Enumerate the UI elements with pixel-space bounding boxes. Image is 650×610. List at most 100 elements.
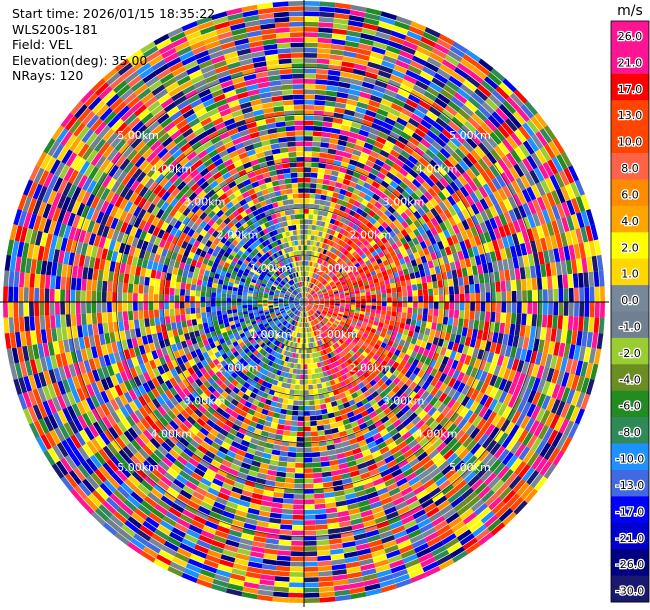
gate-cell (568, 287, 574, 302)
gate-cell (292, 230, 297, 236)
gate-cell (353, 284, 359, 289)
gate-cell (76, 313, 82, 326)
gate-cell (319, 152, 328, 159)
gate-cell (293, 105, 304, 110)
gate-cell (231, 294, 237, 299)
gate-cell (371, 205, 379, 214)
gate-cell (432, 155, 444, 166)
gate-cell (367, 263, 373, 269)
gate-cell (349, 159, 358, 167)
gate-cell (174, 70, 189, 82)
gate-cell (107, 312, 113, 323)
gate-cell (226, 293, 232, 299)
gate-cell (294, 115, 304, 121)
gate-cell (92, 268, 99, 281)
gate-cell (551, 220, 560, 235)
gate-cell (536, 225, 545, 239)
gate-cell (462, 79, 478, 92)
gate-cell (429, 173, 439, 184)
gate-cell (376, 209, 384, 217)
gate-cell (459, 240, 467, 251)
gate-cell (319, 297, 324, 300)
gate-cell (331, 38, 346, 46)
gate-cell (296, 250, 300, 256)
gate-cell (348, 254, 354, 261)
gate-cell (361, 198, 369, 207)
gate-cell (442, 84, 457, 96)
gate-cell (373, 228, 381, 236)
gate-cell (254, 146, 264, 154)
gate-cell (176, 46, 192, 57)
gate-cell (470, 293, 475, 302)
gate-cell (289, 32, 304, 38)
gate-cell (196, 318, 203, 325)
gate-cell (345, 297, 351, 300)
gate-cell (345, 252, 352, 258)
gate-cell (349, 9, 366, 18)
gate-cell (522, 157, 534, 172)
gate-cell (482, 263, 489, 274)
gate-cell (419, 240, 427, 250)
gate-cell (149, 277, 156, 287)
gate-cell (183, 60, 199, 71)
gate-cell (398, 181, 408, 190)
gate-cell (51, 328, 58, 342)
gate-cell (304, 120, 314, 126)
gate-cell (311, 292, 316, 296)
gate-cell (352, 244, 359, 251)
gate-cell (433, 233, 442, 243)
gate-cell (308, 288, 312, 293)
gate-cell (441, 59, 457, 71)
gate-cell (434, 136, 447, 148)
gate-cell (414, 271, 421, 279)
gate-cell (475, 292, 481, 302)
gate-cell (301, 261, 304, 266)
gate-cell (334, 107, 345, 114)
gate-cell (315, 241, 320, 247)
gate-cell (425, 177, 435, 188)
gate-cell (233, 81, 247, 90)
gate-cell (179, 50, 194, 62)
gate-cell (380, 11, 397, 21)
gate-cell (343, 274, 349, 279)
gate-cell (164, 302, 169, 310)
gate-cell (330, 229, 336, 236)
gate-cell (434, 214, 444, 224)
gate-cell (335, 263, 341, 269)
gate-cell (246, 30, 262, 38)
gate-cell (600, 286, 605, 302)
gate-cell (269, 80, 282, 87)
gate-cell (359, 229, 367, 237)
gate-cell (23, 287, 29, 302)
gate-cell (527, 253, 535, 267)
gate-cell (165, 323, 172, 332)
gate-cell (49, 302, 55, 316)
gate-cell (294, 267, 298, 272)
gate-cell (272, 1, 289, 8)
gate-cell (61, 327, 68, 341)
gate-cell (107, 281, 113, 292)
gate-cell (457, 128, 469, 141)
gate-cell (314, 280, 318, 285)
gate-cell (404, 186, 414, 196)
gate-cell (221, 289, 227, 294)
gate-cell (487, 241, 495, 253)
gate-cell (565, 230, 573, 246)
gate-cell (308, 298, 314, 301)
gate-cell (388, 230, 397, 238)
gate-cell (211, 311, 217, 317)
gate-cell (55, 276, 61, 290)
gate-cell (310, 289, 314, 294)
gate-cell (102, 280, 108, 292)
gate-cell (96, 302, 102, 313)
gate-cell (532, 252, 540, 266)
gate-cell (467, 96, 482, 109)
gate-cell (316, 252, 320, 258)
gate-cell (452, 41, 468, 54)
gate-cell (348, 263, 354, 269)
gate-cell (280, 260, 286, 266)
gate-cell (522, 290, 527, 302)
gate-cell (556, 154, 568, 170)
gate-cell (293, 284, 297, 289)
gate-cell (517, 255, 525, 268)
